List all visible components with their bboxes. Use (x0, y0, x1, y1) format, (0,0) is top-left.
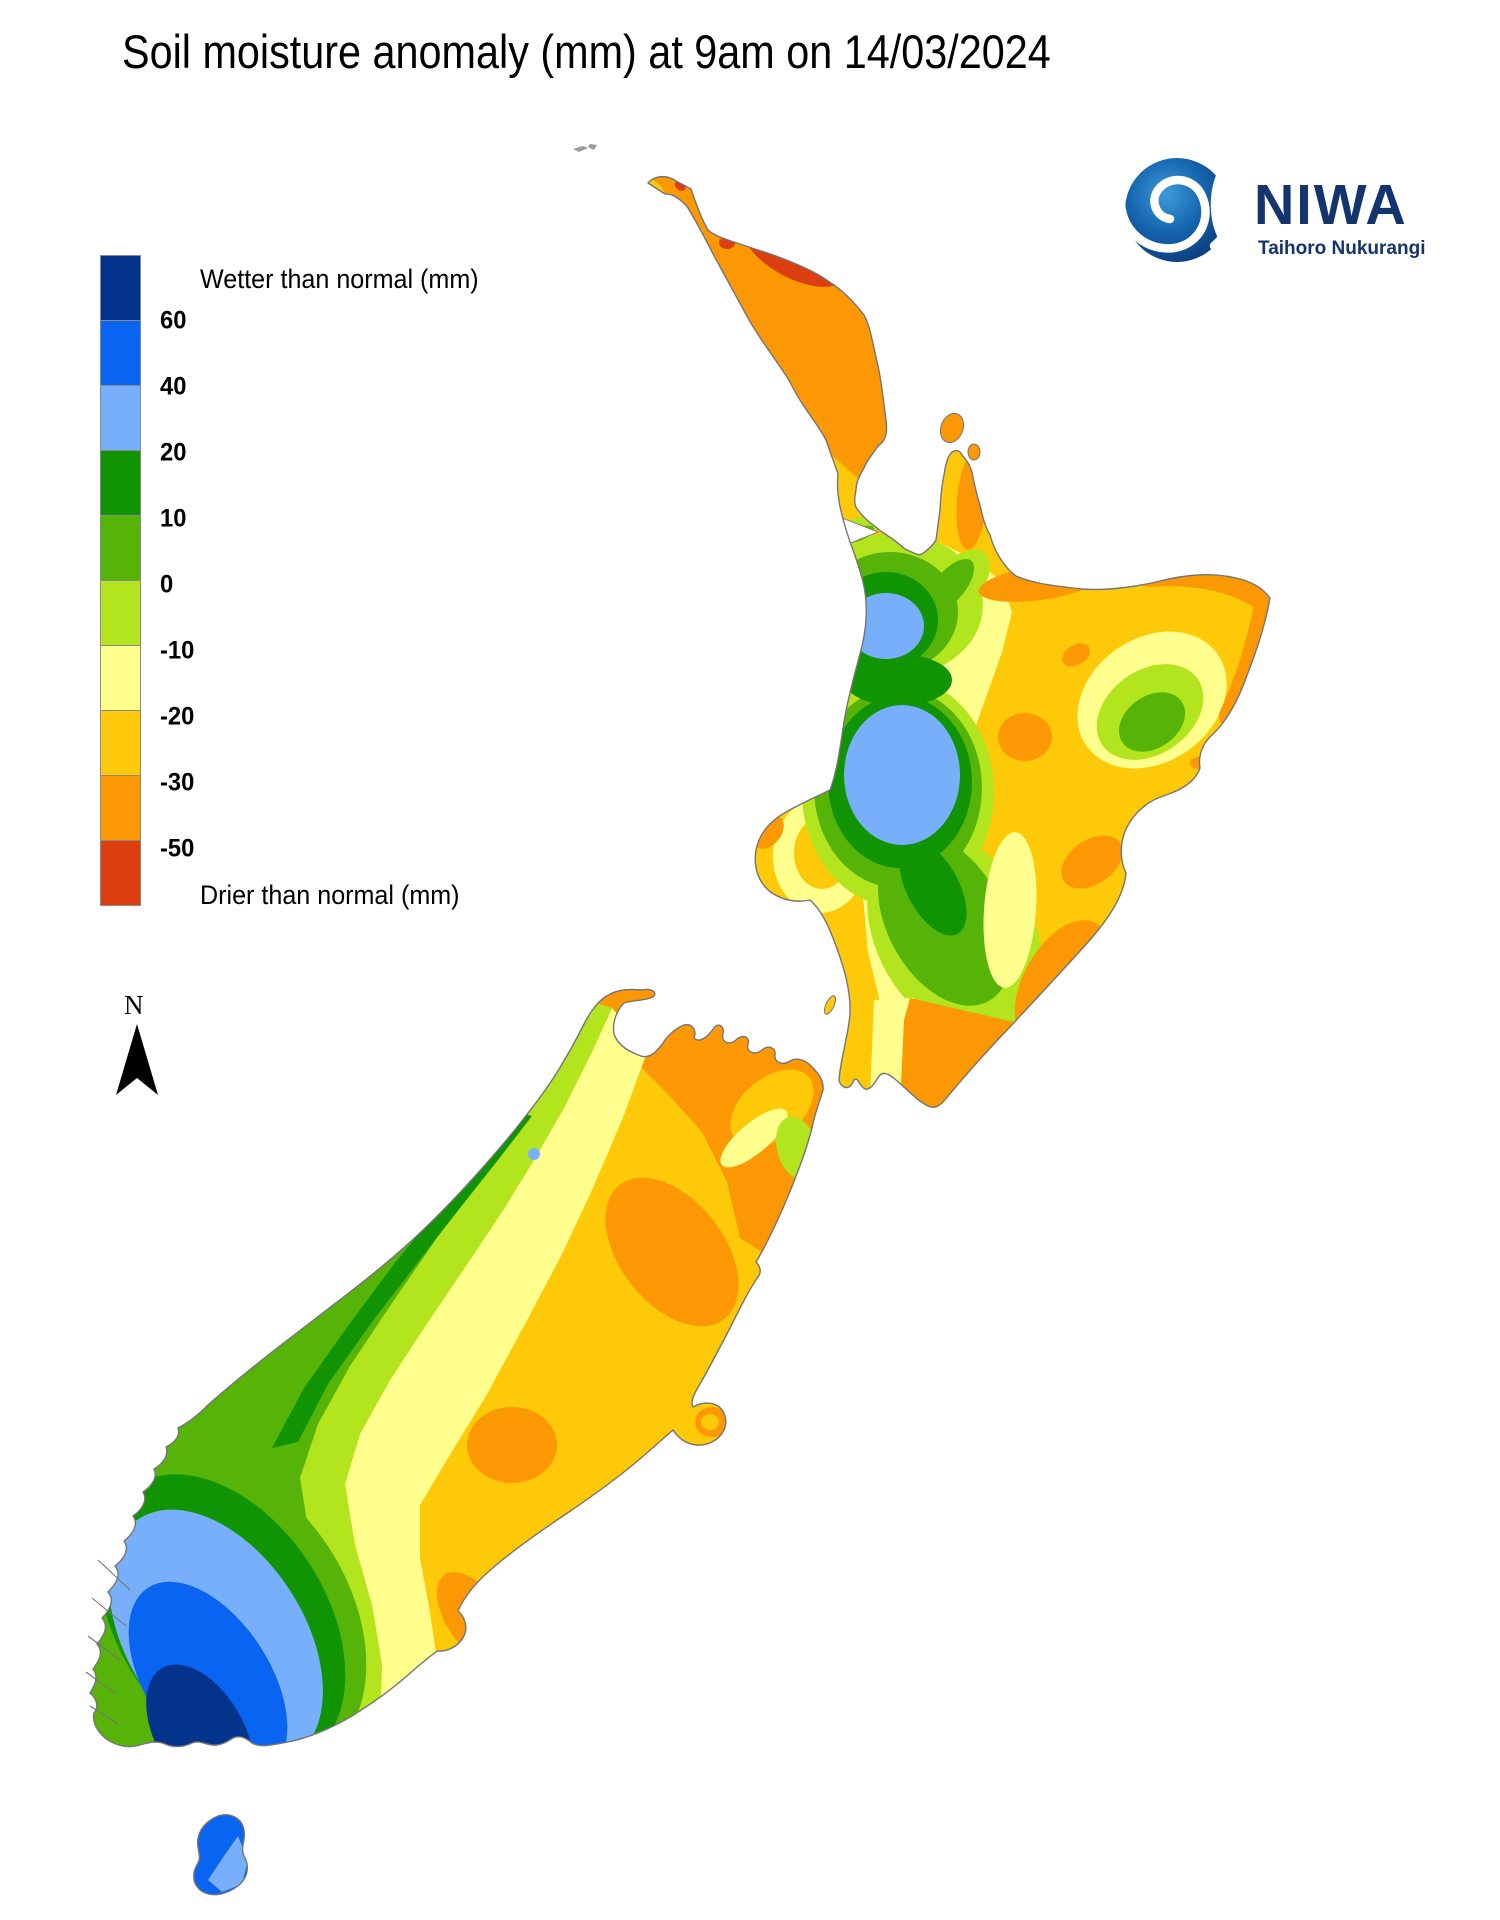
legend-swatch (100, 255, 141, 321)
legend-swatch (100, 775, 141, 841)
legend-swatch (100, 840, 141, 906)
north-arrow (116, 1024, 158, 1095)
north-label: N (124, 990, 144, 1020)
legend-tick: 20 (160, 438, 187, 467)
legend-tick: -30 (160, 768, 195, 797)
legend-tick: -50 (160, 834, 195, 863)
legend-swatch (100, 645, 141, 711)
legend-color-scale (100, 255, 141, 906)
legend-tick: 40 (160, 372, 187, 401)
fiord-lines (85, 1559, 131, 1725)
legend-swatch (100, 450, 141, 516)
legend-drier-label: Drier than normal (mm) (200, 880, 460, 910)
legend-wetter-label: Wetter than normal (mm) (200, 264, 479, 294)
offshore-islands (573, 144, 981, 1015)
niwa-koru-icon (1116, 142, 1239, 262)
legend-tick: 60 (160, 306, 187, 335)
legend-tick: 0 (160, 570, 174, 599)
niwa-wordmark: NIWA (1254, 173, 1408, 237)
legend-tick: -10 (160, 636, 195, 665)
legend-swatch (100, 580, 141, 646)
legend-tick: 10 (160, 504, 187, 533)
page-title: Soil moisture anomaly (mm) at 9am on 14/… (122, 25, 1051, 78)
legend-swatch (100, 385, 141, 451)
legend-tick: -20 (160, 702, 195, 731)
south-island (85, 988, 824, 1748)
legend-swatch (100, 710, 141, 776)
stewart-island (193, 1814, 249, 1896)
niwa-subtitle: Taihoro Nukurangi (1258, 238, 1426, 259)
